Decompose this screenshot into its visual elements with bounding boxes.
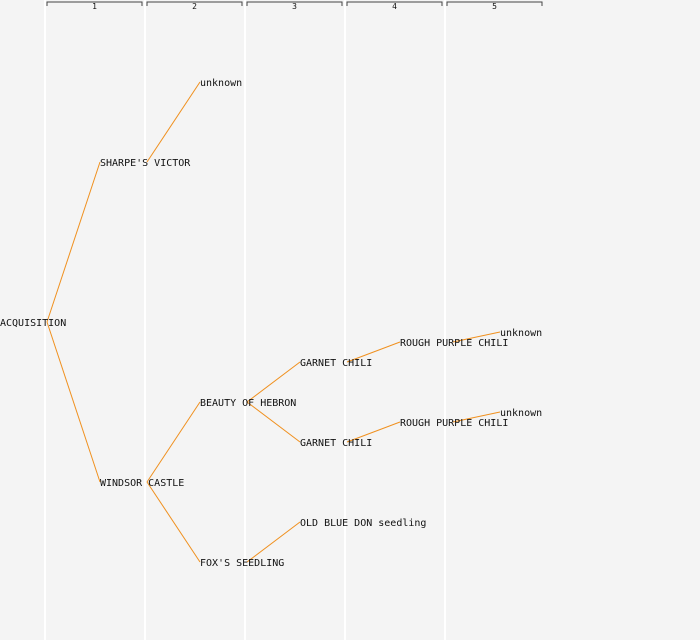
edge-n2-n4 — [146, 401, 201, 483]
edge-n4-n7 — [246, 401, 301, 443]
generation-column-lines — [44, 0, 446, 640]
node-label-n5[interactable]: FOX'S SEEDLING — [200, 558, 284, 569]
edge-n1-n3 — [146, 81, 201, 163]
generation-header: 1 2 3 4 5 — [46, 1, 543, 11]
node-label-n6[interactable]: GARNET CHILI — [300, 358, 372, 369]
generation-bracket-3 — [246, 1, 343, 6]
node-label-n9[interactable]: ROUGH PURPLE CHILI — [400, 338, 508, 349]
generation-label-3: 3 — [292, 2, 297, 11]
node-label-n0[interactable]: ACQUISITION — [0, 318, 66, 329]
edge-n2-n5 — [146, 481, 201, 563]
generation-label-4: 4 — [392, 2, 397, 11]
edge-n9-n11 — [452, 331, 501, 343]
generation-bracket-1 — [46, 1, 143, 6]
node-label-n8[interactable]: OLD BLUE DON seedling — [300, 518, 426, 529]
generation-label-1: 1 — [92, 2, 97, 11]
edge-n7-n10 — [346, 421, 401, 443]
tree-edges — [46, 81, 501, 563]
edge-n10-n12 — [452, 411, 501, 423]
node-label-n10[interactable]: ROUGH PURPLE CHILI — [400, 418, 508, 429]
generation-bracket-5 — [446, 1, 543, 6]
generation-bracket-4 — [346, 1, 443, 6]
generation-bracket-2 — [146, 1, 243, 6]
tree-nodes: ACQUISITION SHARPE'S VICTOR WINDSOR CASTLE… — [0, 78, 542, 569]
edge-n0-n2 — [46, 321, 101, 483]
node-label-n2[interactable]: WINDSOR CASTLE — [100, 478, 184, 489]
node-label-n7[interactable]: GARNET CHILI — [300, 438, 372, 449]
edge-n4-n6 — [246, 361, 301, 403]
node-label-n1[interactable]: SHARPE'S VICTOR — [100, 158, 191, 169]
edge-n6-n9 — [346, 341, 401, 363]
generation-label-2: 2 — [192, 2, 197, 11]
edge-n5-n8 — [246, 521, 301, 563]
node-label-n11[interactable]: unknown — [500, 328, 542, 339]
node-label-n12[interactable]: unknown — [500, 408, 542, 419]
node-label-n3[interactable]: unknown — [200, 78, 242, 89]
node-label-n4[interactable]: BEAUTY OF HEBRON — [200, 398, 296, 409]
generation-label-5: 5 — [492, 2, 497, 11]
edge-n0-n1 — [46, 161, 101, 323]
